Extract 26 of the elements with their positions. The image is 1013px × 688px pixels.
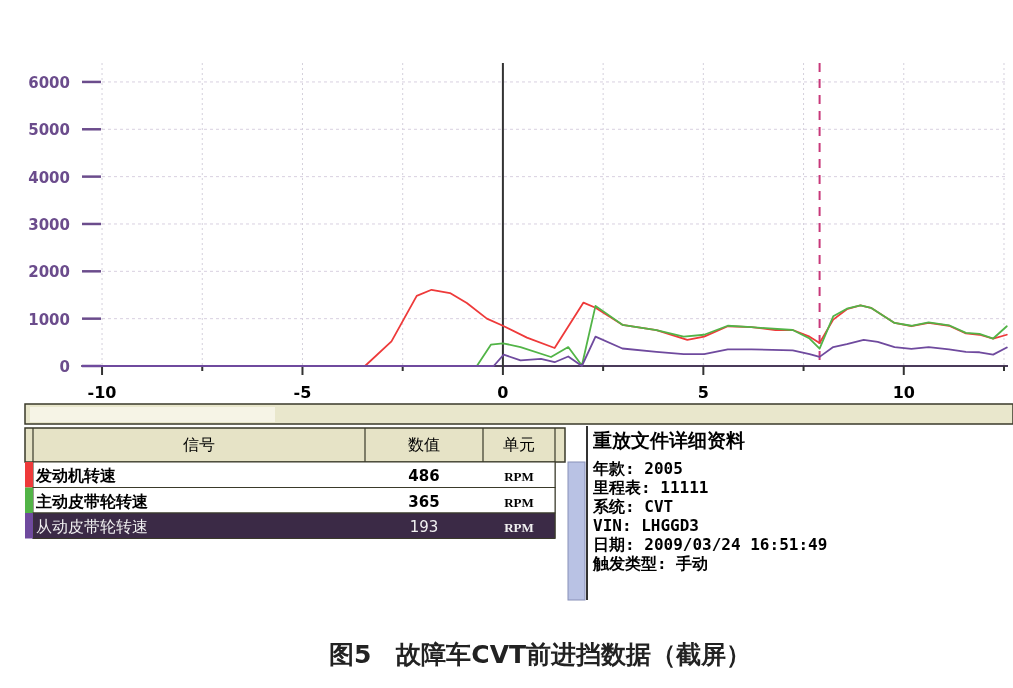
text: RPM	[504, 469, 534, 484]
text: 信号	[183, 435, 215, 454]
x-tick-label: 0	[497, 383, 509, 402]
x-tick-label: -5	[293, 383, 312, 402]
y-tick-label: 2000	[28, 263, 70, 282]
x-tick-label: 10	[892, 383, 915, 402]
text: RPM	[504, 520, 534, 535]
y-tick-label: 4000	[28, 168, 70, 187]
text: RPM	[504, 494, 534, 510]
info-panel: 重放文件详细资料 年款: 2005 里程表: 11111 系统: CVT VIN: LHGGD3 日期: 2009/03/24 16:51:49 触发类型: 手动	[586, 425, 828, 601]
caption: 图5 故障车CVT前进挡数据（截屏）	[328, 640, 752, 669]
legend-label: 发动机转速	[35, 466, 117, 485]
y-tick-label: 0	[59, 358, 70, 376]
text: 365	[408, 492, 440, 511]
y-tick-label: 1000	[28, 310, 70, 329]
x-tick-label: 5	[697, 383, 709, 402]
text: 193	[409, 518, 439, 536]
legend-label: 从动皮带轮转速	[36, 517, 148, 536]
y-tick-label: 6000	[28, 73, 70, 92]
legend-label: 主动皮带轮转速	[35, 491, 149, 511]
y-tick-label: 3000	[28, 215, 70, 234]
y-tick-label: 5000	[28, 121, 70, 140]
x-tick-label: -10	[87, 383, 117, 402]
text: 单元	[503, 435, 535, 454]
text: 486	[408, 467, 440, 485]
text: 数值	[408, 435, 440, 454]
